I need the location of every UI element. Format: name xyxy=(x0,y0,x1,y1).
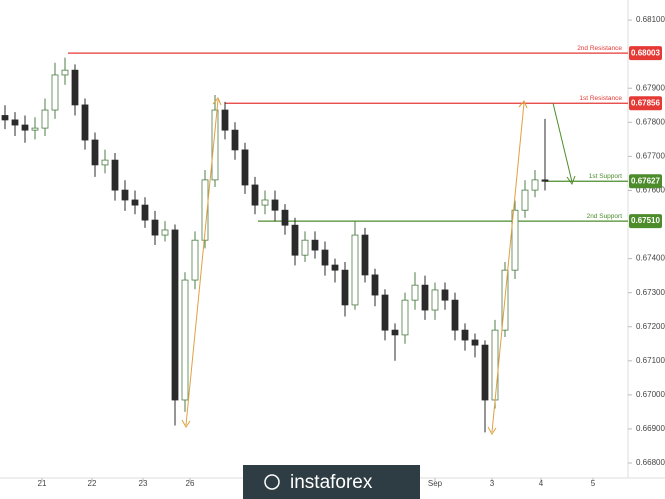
arrow-head xyxy=(212,97,222,106)
arrow-head xyxy=(181,419,191,428)
level-name: 2nd Support xyxy=(587,213,623,220)
watermark-box xyxy=(243,465,420,499)
y-tick-label: 0.67900 xyxy=(636,83,665,92)
candle-body xyxy=(241,149,249,186)
x-tick-label: 23 xyxy=(139,479,148,488)
y-tick-label: 0.67800 xyxy=(636,117,665,126)
candle-body xyxy=(101,159,109,166)
arrow-head xyxy=(487,426,497,435)
candle-body xyxy=(111,159,119,191)
y-tick-label: 0.67700 xyxy=(636,151,665,160)
projection-arrow xyxy=(552,102,573,183)
candle-body xyxy=(341,269,349,306)
watermark: instaforex xyxy=(290,472,373,493)
candle-body xyxy=(201,179,209,241)
candle-body xyxy=(261,199,269,206)
level-price: 0.67510 xyxy=(631,216,660,225)
candle-body xyxy=(271,199,279,211)
candle-body xyxy=(491,329,499,401)
candle-body xyxy=(291,224,299,256)
level-price: 0.68003 xyxy=(631,48,660,57)
candle-body xyxy=(151,219,159,236)
y-tick-label: 0.66800 xyxy=(636,458,665,467)
candle-body xyxy=(71,69,79,106)
candle-body xyxy=(131,199,139,206)
candle-body xyxy=(351,234,359,306)
candle-body xyxy=(531,179,539,191)
candle-body xyxy=(51,74,59,111)
candle-body xyxy=(171,229,179,401)
x-tick-label: 22 xyxy=(88,479,97,488)
level-name: 1st Resistance xyxy=(579,95,622,102)
candle-body xyxy=(361,234,369,276)
candle-body xyxy=(41,109,49,129)
candle-body xyxy=(281,209,289,226)
candle-body xyxy=(401,299,409,336)
candle-body xyxy=(251,184,259,206)
level-name: 1st Support xyxy=(589,173,622,180)
y-tick-label: 0.66900 xyxy=(636,424,665,433)
y-tick-label: 0.67600 xyxy=(636,186,665,195)
arrow-head xyxy=(518,100,528,109)
candle-body xyxy=(81,104,89,141)
candle-body xyxy=(31,127,39,131)
candle-body xyxy=(471,339,479,346)
candle-body xyxy=(91,139,99,166)
candle-body xyxy=(301,239,309,256)
arrow-head xyxy=(566,175,576,186)
candle-body xyxy=(541,179,549,182)
level-badge xyxy=(629,96,662,111)
x-tick-label: 26 xyxy=(186,479,195,488)
x-tick-label: 4 xyxy=(539,479,544,488)
candle-body xyxy=(311,239,319,251)
candle-body xyxy=(451,299,459,331)
candle-body xyxy=(11,119,19,126)
candle-body xyxy=(371,274,379,296)
candle-body xyxy=(431,289,439,311)
y-tick-label: 0.67000 xyxy=(636,390,665,399)
candle-body xyxy=(211,109,219,181)
candle-body xyxy=(221,109,229,131)
candle-body xyxy=(521,189,529,211)
y-tick-label: 0.67100 xyxy=(636,356,665,365)
x-tick-label: 3 xyxy=(490,479,495,488)
candle-body xyxy=(21,124,29,131)
candle-body xyxy=(181,279,189,401)
y-tick-label: 0.68100 xyxy=(636,15,665,24)
candle-body xyxy=(121,189,129,201)
x-tick-label: Sep xyxy=(428,479,443,488)
plot: 0.68100 0.67900 0.67800 0.67700 0.67600 0.674… xyxy=(1,15,665,488)
candle-body xyxy=(481,344,489,401)
level-price: 0.67856 xyxy=(631,98,660,107)
y-tick-label: 0.67200 xyxy=(636,322,665,331)
candle-body xyxy=(231,129,239,151)
candle-body xyxy=(441,289,449,301)
level-price: 0.67627 xyxy=(631,176,660,185)
candle-body xyxy=(421,284,429,311)
x-tick-label: 21 xyxy=(38,479,47,488)
candle-body xyxy=(61,69,69,76)
candle-body xyxy=(321,249,329,266)
level-badge xyxy=(629,46,662,61)
y-tick-label: 0.67300 xyxy=(636,288,665,297)
candle-body xyxy=(461,329,469,341)
watermark-logo xyxy=(264,474,280,490)
move-arrow xyxy=(185,99,219,426)
candle-body xyxy=(331,264,339,271)
candle-body xyxy=(411,284,419,301)
level-name: 2nd Resistance xyxy=(577,45,622,52)
candle-body xyxy=(511,209,519,271)
level-badge xyxy=(629,214,662,229)
x-tick-label: 5 xyxy=(591,479,596,488)
candle-body xyxy=(391,329,399,336)
y-tick-label: 0.67400 xyxy=(636,254,665,263)
candle-body xyxy=(191,239,199,281)
candle-body xyxy=(381,294,389,331)
level-badge xyxy=(629,174,662,189)
candle-body xyxy=(141,204,149,221)
candle-body xyxy=(161,229,169,236)
candle-body xyxy=(1,115,9,121)
move-arrow xyxy=(491,102,525,433)
